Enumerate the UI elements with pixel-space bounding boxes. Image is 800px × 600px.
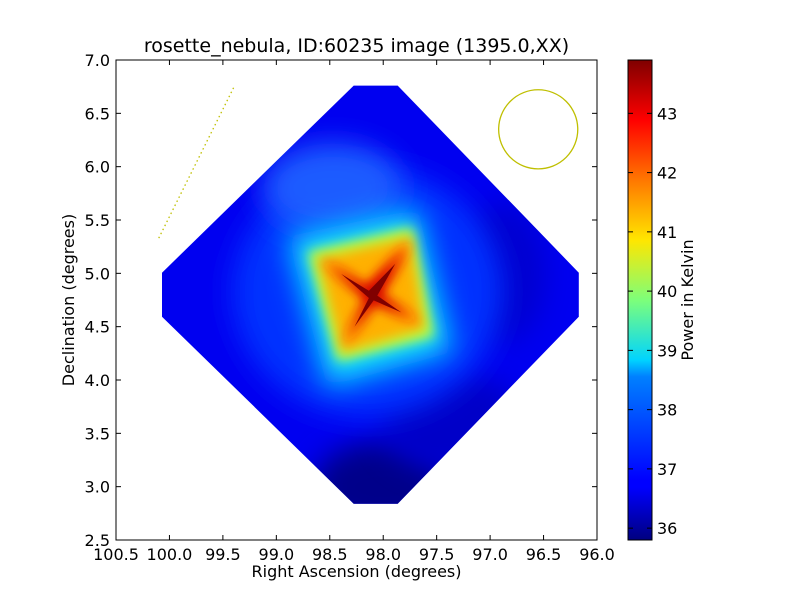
colorbar-tick-label: 42 <box>657 164 677 183</box>
heatmap-image <box>162 85 579 504</box>
colorbar <box>627 59 653 541</box>
x-tick-label: 100.5 <box>93 545 139 564</box>
x-axis-title: Right Ascension (degrees) <box>252 562 462 581</box>
y-axis: 2.5 3.0 3.5 4.0 4.5 5.0 5.5 6.0 6.5 7.0 <box>85 51 597 550</box>
x-tick-label: 97.0 <box>472 545 508 564</box>
overlay-layer <box>158 87 579 239</box>
y-tick-label: 5.0 <box>85 264 110 283</box>
y-tick-label: 4.0 <box>85 371 110 390</box>
y-axis-title: Declination (degrees) <box>59 214 78 386</box>
chart-title: rosette_nebula, ID:60235 image (1395.0,X… <box>144 35 569 57</box>
colorbar-title: Power in Kelvin <box>678 239 697 360</box>
colorbar-ticks: 36 37 38 39 40 41 42 43 <box>628 104 677 538</box>
colorbar-tick-label: 38 <box>657 401 677 420</box>
beam-circle <box>498 89 579 170</box>
y-tick-label: 7.0 <box>85 51 110 70</box>
x-tick-label: 100.0 <box>147 545 193 564</box>
x-tick-label: 96.0 <box>579 545 615 564</box>
colorbar-tick-label: 41 <box>657 223 677 242</box>
y-tick-label: 6.5 <box>85 104 110 123</box>
x-tick-label: 99.0 <box>259 545 295 564</box>
x-axis: 100.5 100.0 99.5 99.0 98.5 98.0 97.5 97.0 96.5 96… <box>93 60 615 564</box>
dotted-line <box>158 87 235 239</box>
colorbar-tick-label: 40 <box>657 282 677 301</box>
plot-frame <box>115 59 598 541</box>
colorbar-tick-label: 39 <box>657 341 677 360</box>
x-tick-label: 97.5 <box>419 545 455 564</box>
heatmap-halo <box>262 143 403 233</box>
y-tick-label: 3.5 <box>85 424 110 443</box>
x-tick-label: 99.5 <box>205 545 241 564</box>
colorbar-tick-label: 37 <box>657 460 677 479</box>
colorbar-tick-label: 36 <box>657 519 677 538</box>
x-tick-label: 98.0 <box>365 545 401 564</box>
colorbar-tick-label: 43 <box>657 104 677 123</box>
y-tick-label: 2.5 <box>85 531 110 550</box>
x-tick-label: 98.5 <box>312 545 348 564</box>
y-tick-label: 4.5 <box>85 318 110 337</box>
heatmap-peak-core <box>341 263 402 327</box>
y-tick-label: 3.0 <box>85 478 110 497</box>
x-tick-label: 96.5 <box>526 545 562 564</box>
y-tick-label: 6.0 <box>85 158 110 177</box>
y-tick-label: 5.5 <box>85 211 110 230</box>
